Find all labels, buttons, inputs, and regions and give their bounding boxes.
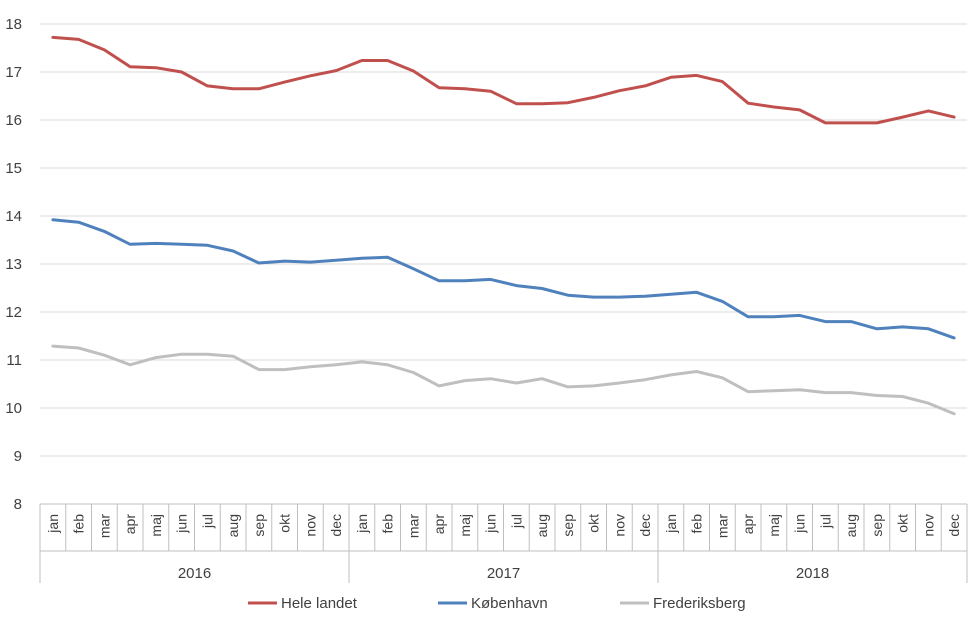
x-tick-label: maj xyxy=(766,514,782,537)
year-label: 2018 xyxy=(796,565,829,582)
x-tick-label: sep xyxy=(560,514,576,537)
series-line-1 xyxy=(51,35,956,125)
x-tick-label: aug xyxy=(534,514,550,537)
x-tick-label: nov xyxy=(302,514,318,537)
x-tick-label: dec xyxy=(637,514,653,537)
x-tick-label: jul xyxy=(817,514,833,529)
legend-label: Hele landet xyxy=(281,595,358,612)
x-tick-label: aug xyxy=(843,514,859,537)
y-axis: 8 9 10 11 12 13 14 15 16 17 18 xyxy=(5,16,22,513)
x-tick-label: aug xyxy=(225,514,241,537)
x-tick-label: jun xyxy=(792,514,808,534)
y-tick-label: 9 xyxy=(14,448,22,465)
y-tick-label: 16 xyxy=(5,112,22,129)
legend-label: Frederiksberg xyxy=(653,595,746,612)
x-tick-label: jan xyxy=(45,514,61,534)
year-label: 2017 xyxy=(487,565,520,582)
y-tick-label: 10 xyxy=(5,400,22,417)
x-tick-label: nov xyxy=(920,514,936,537)
series-line-2 xyxy=(51,218,956,340)
x-tick-label: nov xyxy=(611,514,627,537)
x-tick-label: jan xyxy=(663,514,679,534)
x-tick-label: feb xyxy=(380,514,396,534)
x-tick-label: jan xyxy=(354,514,370,534)
x-tick-label: okt xyxy=(895,514,911,533)
x-tick-label: jul xyxy=(508,514,524,529)
x-tick-label: feb xyxy=(71,514,87,534)
y-tick-label: 14 xyxy=(5,208,22,225)
series-line-3 xyxy=(51,344,956,416)
y-tick-label: 15 xyxy=(5,160,22,177)
x-tick-label: sep xyxy=(251,514,267,537)
x-tick-label: maj xyxy=(148,514,164,537)
x-tick-label: apr xyxy=(431,514,447,535)
y-tick-label: 8 xyxy=(14,496,22,513)
y-tick-label: 12 xyxy=(5,304,22,321)
gridlines xyxy=(40,23,967,505)
x-tick-label: okt xyxy=(586,514,602,533)
x-tick-label: apr xyxy=(122,514,138,535)
legend: Hele landet København Frederiksberg xyxy=(248,595,746,612)
y-tick-label: 11 xyxy=(6,352,22,369)
x-tick-label: dec xyxy=(328,514,344,537)
x-tick-label: mar xyxy=(405,514,421,538)
y-tick-label: 18 xyxy=(5,16,22,33)
x-tick-label: okt xyxy=(277,514,293,533)
series-lines xyxy=(51,35,956,416)
x-tick-label: sep xyxy=(869,514,885,537)
x-tick-label: mar xyxy=(96,514,112,538)
x-tick-label: maj xyxy=(457,514,473,537)
x-tick-label: feb xyxy=(689,514,705,534)
x-tick-label: jun xyxy=(174,514,190,534)
x-tick-label: jun xyxy=(483,514,499,534)
x-tick-label: apr xyxy=(740,514,756,535)
legend-label: København xyxy=(471,595,548,612)
y-tick-label: 17 xyxy=(5,64,22,81)
x-tick-label: jul xyxy=(199,514,215,529)
y-tick-label: 13 xyxy=(5,256,22,273)
x-tick-label: mar xyxy=(714,514,730,538)
x-tick-label: dec xyxy=(946,514,962,537)
year-label: 2016 xyxy=(178,565,211,582)
x-axis: jan feb mar apr maj jun jul aug sep okt nov dec jan f… xyxy=(39,504,968,583)
